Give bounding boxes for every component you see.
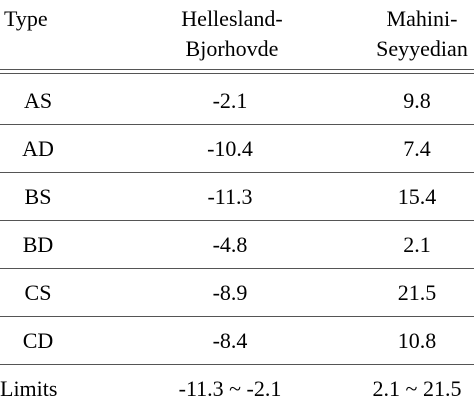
header-mahini-line1: Mahini- [386,6,458,31]
cell-mahini: 2.1 [403,232,431,257]
cell-mahini: 9.8 [403,88,431,113]
header-hellesland-bjorhovde: Hellesland- Bjorhovde [152,4,312,64]
table-row: AS -2.1 9.8 [0,77,474,125]
cell-hellesland: -8.4 [212,328,248,353]
cell-mahini: 15.4 [397,184,437,209]
table-row: CD -8.4 10.8 [0,317,474,365]
cell-type: BS [24,184,52,209]
cell-limits-mahini: 2.1 ~ 21.5 [372,376,462,401]
cell-type: BD [22,232,54,257]
cell-hellesland: -11.3 [207,184,253,209]
row-divider [0,172,474,173]
header-hellesland-line2: Bjorhovde [185,36,279,61]
header-mahini-line2: Seyyedian [376,36,468,61]
header-hellesland-line1: Hellesland- [181,6,283,31]
row-divider [0,124,474,125]
cell-hellesland: -2.1 [212,88,248,113]
cell-mahini: 10.8 [397,328,437,353]
cell-hellesland: -4.8 [212,232,248,257]
table-row: AD -10.4 7.4 [0,125,474,173]
row-divider [0,220,474,221]
table-row: BD -4.8 2.1 [0,221,474,269]
cell-hellesland: -10.4 [207,136,253,161]
cell-limits-label: Limits [0,376,58,401]
table-row-limits: Limits -11.3 ~ -2.1 2.1 ~ 21.5 [0,365,474,413]
header-mahini-seyyedian: Mahini- Seyyedian [352,4,474,64]
cell-mahini: 7.4 [403,136,431,161]
row-divider [0,316,474,317]
header-rule-bottom [0,73,474,74]
cell-limits-hellesland: -11.3 ~ -2.1 [178,376,282,401]
row-divider [0,364,474,365]
cell-type: AD [22,136,54,161]
cell-type: AS [23,88,53,113]
row-divider [0,268,474,269]
cell-hellesland: -8.9 [212,280,248,305]
header-type: Type [4,6,48,31]
cell-type: CS [24,280,52,305]
cell-type: CD [22,328,54,353]
table-row: CS -8.9 21.5 [0,269,474,317]
table-row: BS -11.3 15.4 [0,173,474,221]
cell-mahini: 21.5 [397,280,437,305]
header-rule-top [0,69,474,70]
